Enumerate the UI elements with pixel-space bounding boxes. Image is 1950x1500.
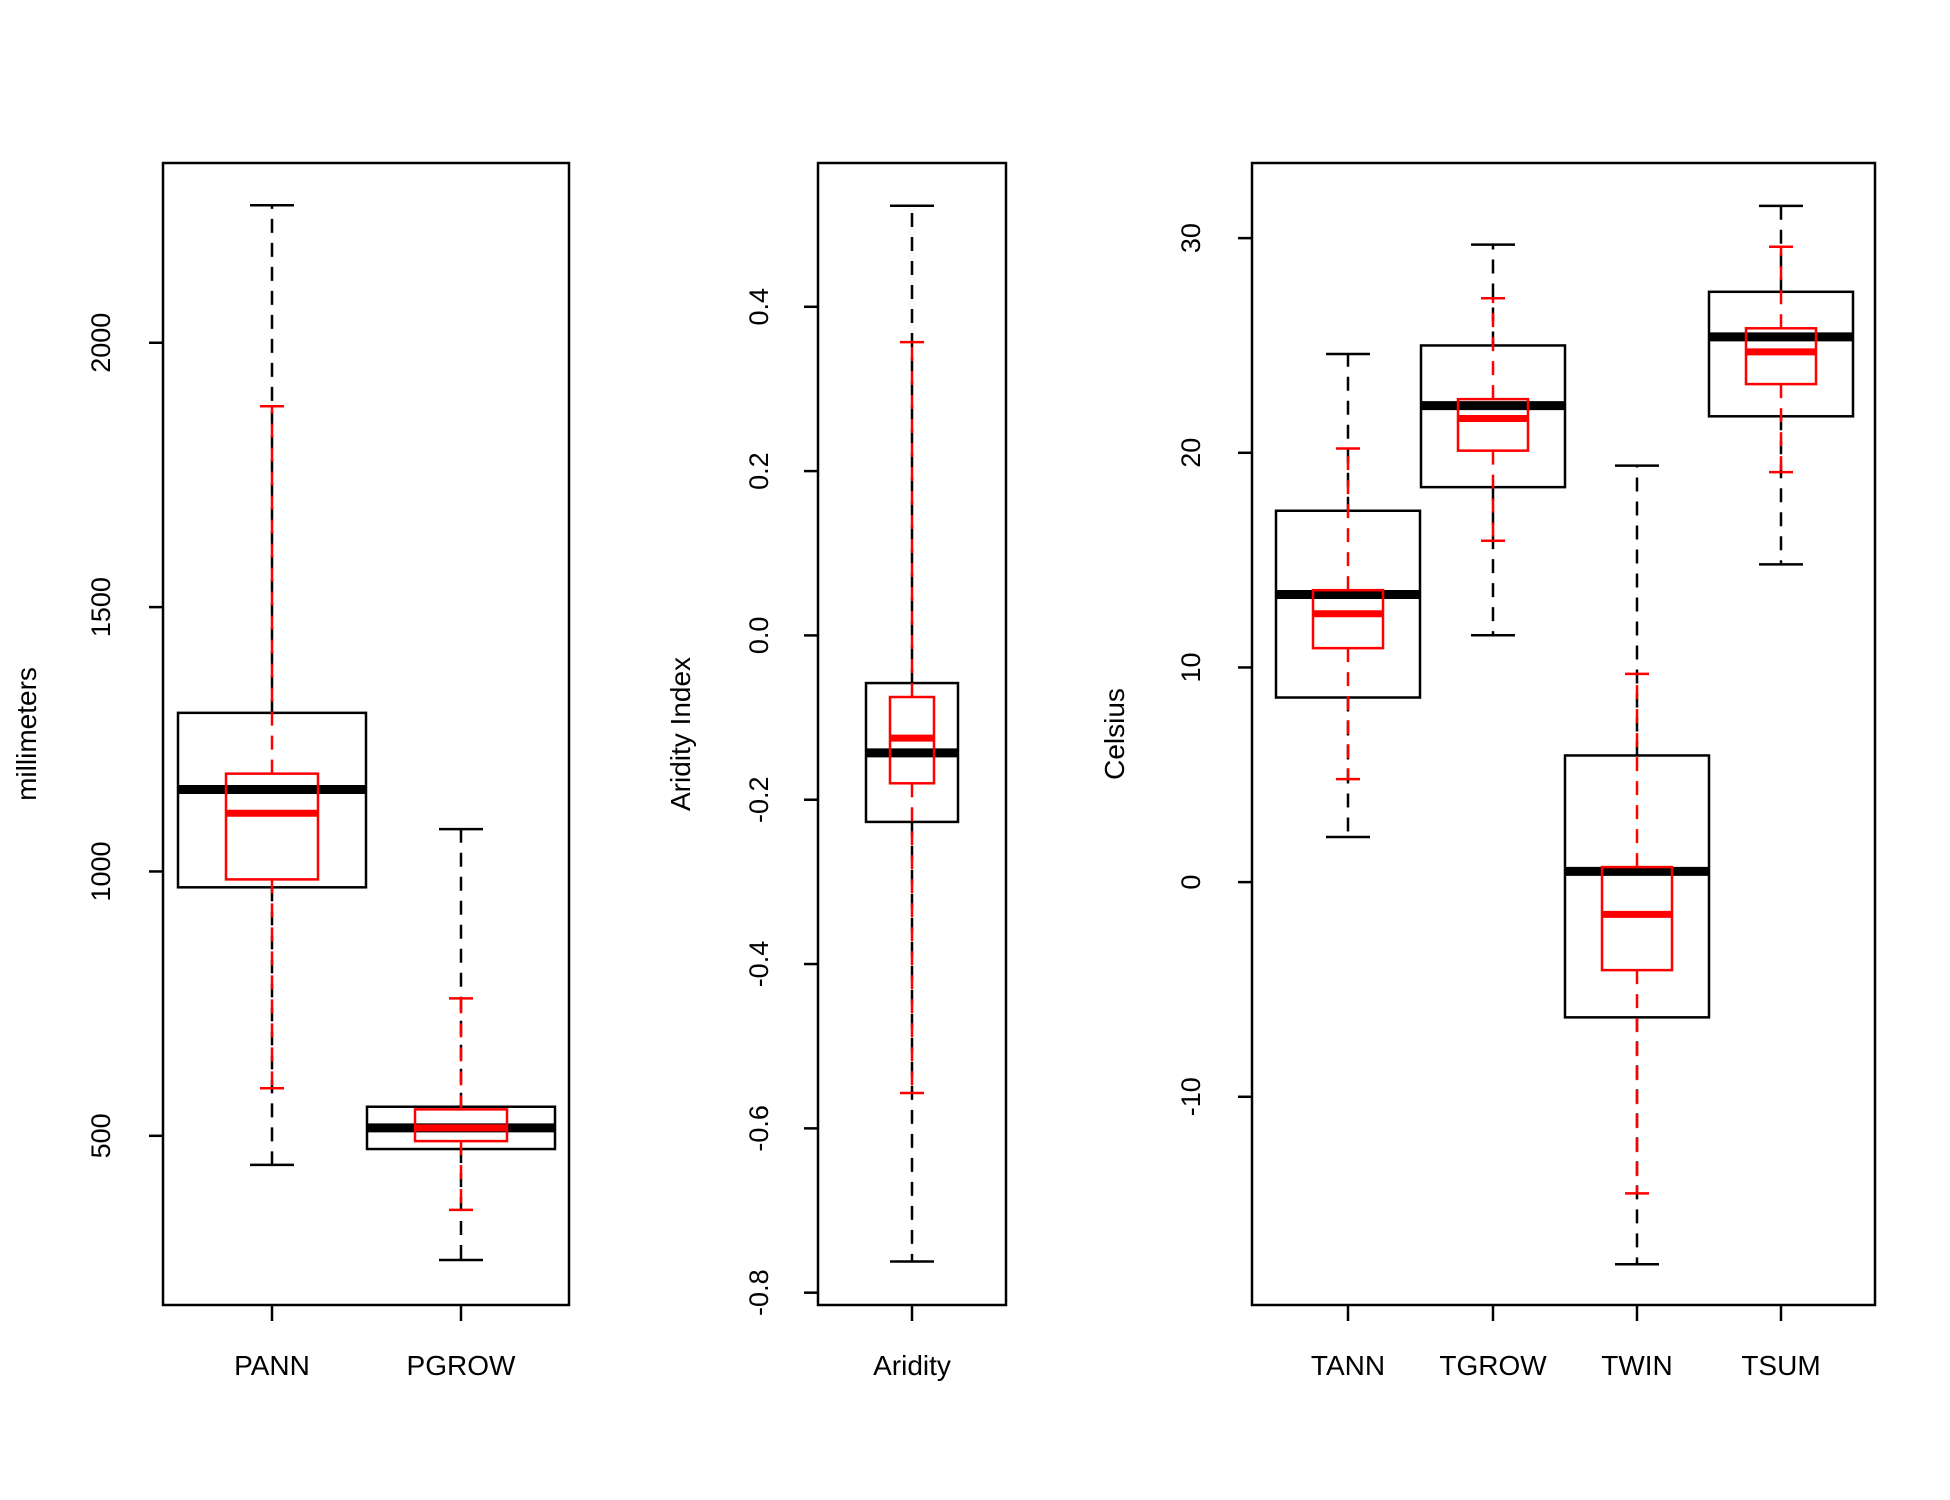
x-axis: Aridity <box>873 1305 951 1381</box>
y-tick-label: 10 <box>1176 652 1206 682</box>
black-box-tgrow <box>1419 243 1567 637</box>
panel-precipitation: 500 1000 1500 2000 PANN PGROW millimeters <box>11 161 571 1381</box>
red-box-tgrow <box>1456 296 1530 543</box>
y-tick-label: -0.6 <box>744 1105 774 1152</box>
x-tick-label: Aridity <box>873 1350 951 1381</box>
x-axis: TANN TGROW TWIN TSUM <box>1311 1305 1821 1381</box>
y-tick-label: 1500 <box>86 577 116 637</box>
box-marks <box>864 204 960 1263</box>
y-tick-label: -0.4 <box>744 941 774 988</box>
x-tick-label: TWIN <box>1601 1350 1673 1381</box>
y-tick-label: 0 <box>1176 875 1206 890</box>
y-tick-label: 0.4 <box>744 288 774 326</box>
black-box-tann <box>1274 352 1422 839</box>
iqr-box <box>224 772 320 881</box>
y-axis-label: Aridity Index <box>665 657 696 811</box>
iqr-box <box>1456 397 1530 452</box>
black-box-pann <box>176 204 368 1167</box>
plot-frame <box>161 161 571 1307</box>
iqr-box <box>1744 327 1818 386</box>
plot-frame <box>1250 161 1877 1307</box>
x-tick-label: TGROW <box>1439 1350 1547 1381</box>
y-tick-label: -0.2 <box>744 776 774 823</box>
y-tick-label: -10 <box>1176 1077 1206 1116</box>
iqr-box <box>1311 588 1385 650</box>
y-tick-label: 0.2 <box>744 452 774 490</box>
red-box-pgrow <box>413 997 509 1212</box>
red-box-twin <box>1600 672 1674 1195</box>
y-tick-label: 0.0 <box>744 617 774 655</box>
y-tick-label: 2000 <box>86 313 116 373</box>
x-tick-label: PGROW <box>407 1350 516 1381</box>
black-box-aridity <box>864 204 960 1263</box>
y-axis: -10 0 10 20 30 <box>1176 223 1252 1116</box>
y-axis-label: millimeters <box>11 667 42 801</box>
panel-temperature: -10 0 10 20 30 TANN TGROW TWIN TSUM Celsius <box>1099 161 1877 1381</box>
red-box-pann <box>224 404 320 1090</box>
y-tick-label: -0.8 <box>744 1269 774 1316</box>
y-tick-label: 30 <box>1176 223 1206 253</box>
iqr-box <box>1600 865 1674 972</box>
x-tick-label: TANN <box>1311 1350 1385 1381</box>
red-box-tsum <box>1744 245 1818 474</box>
y-tick-label: 1000 <box>86 841 116 901</box>
y-axis: 500 1000 1500 2000 <box>86 313 163 1158</box>
x-tick-label: TSUM <box>1741 1350 1820 1381</box>
box-marks <box>1274 204 1855 1266</box>
x-axis: PANN PGROW <box>234 1305 516 1381</box>
red-box-aridity <box>888 340 936 1095</box>
panel-aridity: -0.8 -0.6 -0.4 -0.2 0.0 0.2 0.4 Aridity Aridit… <box>665 161 1008 1381</box>
x-tick-label: PANN <box>234 1350 310 1381</box>
y-axis-label: Celsius <box>1099 688 1130 780</box>
y-tick-label: 500 <box>86 1113 116 1158</box>
y-tick-label: 20 <box>1176 438 1206 468</box>
red-box-tann <box>1311 447 1385 781</box>
box-marks <box>176 204 557 1262</box>
iqr-box <box>1563 754 1711 1019</box>
y-axis: -0.8 -0.6 -0.4 -0.2 0.0 0.2 0.4 <box>744 288 818 1316</box>
